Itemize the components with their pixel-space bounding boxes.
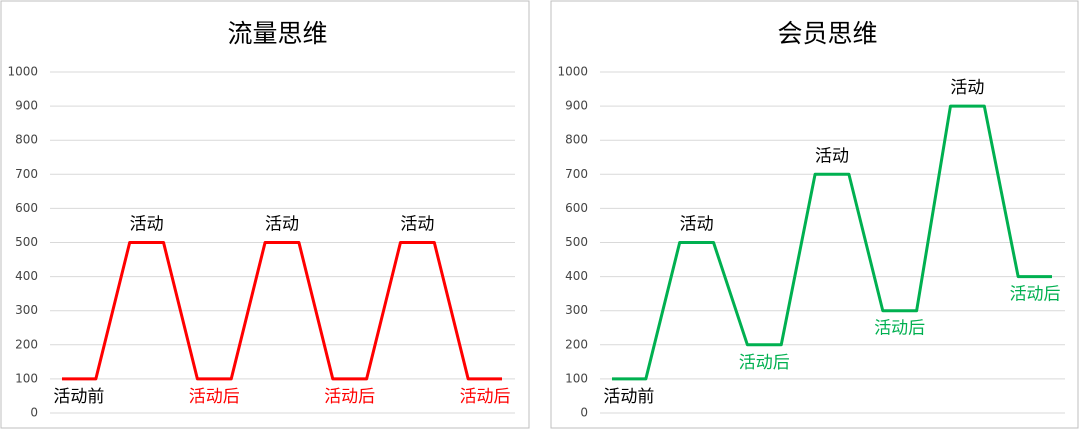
y-tick-label: 500: [565, 235, 588, 249]
point-label: 活动: [950, 78, 984, 98]
y-tick-label: 200: [565, 337, 588, 351]
y-tick-label: 1000: [557, 65, 588, 79]
point-label: 活动后: [189, 387, 240, 407]
y-tick-label: 700: [565, 167, 588, 181]
y-tick-label: 600: [565, 201, 588, 215]
y-tick-label: 500: [15, 235, 38, 249]
y-tick-label: 300: [565, 303, 588, 317]
y-tick-label: 800: [15, 133, 38, 147]
y-tick-label: 400: [565, 269, 588, 283]
y-tick-label: 100: [15, 371, 38, 385]
panel: [550, 0, 1079, 429]
data-line: [612, 104, 1052, 381]
data-line: [62, 241, 502, 381]
point-label: 活动: [815, 146, 849, 166]
point-label: 活动: [265, 215, 299, 235]
point-label: 活动前: [603, 387, 654, 407]
y-tick-label: 400: [15, 269, 38, 283]
y-tick-label: 800: [565, 133, 588, 147]
y-tick-label: 100: [565, 371, 588, 385]
y-tick-label: 1000: [7, 65, 38, 79]
point-label: 活动前: [53, 387, 104, 407]
y-tick-label: 200: [15, 337, 38, 351]
point-label: 活动后: [739, 353, 790, 373]
y-tick-label: 0: [30, 406, 38, 420]
y-tick-label: 900: [565, 99, 588, 113]
point-label: 活动: [400, 215, 434, 235]
y-tick-label: 0: [580, 406, 588, 420]
y-tick-label: 300: [15, 303, 38, 317]
y-tick-label: 600: [15, 201, 38, 215]
point-label: 活动后: [1010, 285, 1061, 305]
chart-title: 流量思维: [227, 19, 327, 48]
point-label: 活动: [130, 215, 164, 235]
point-label: 活动后: [324, 387, 375, 407]
y-tick-label: 700: [15, 167, 38, 181]
point-label: 活动后: [460, 387, 511, 407]
chart-title: 会员思维: [777, 19, 877, 48]
point-label: 活动: [680, 215, 714, 235]
point-label: 活动后: [874, 319, 925, 339]
y-tick-label: 900: [15, 99, 38, 113]
